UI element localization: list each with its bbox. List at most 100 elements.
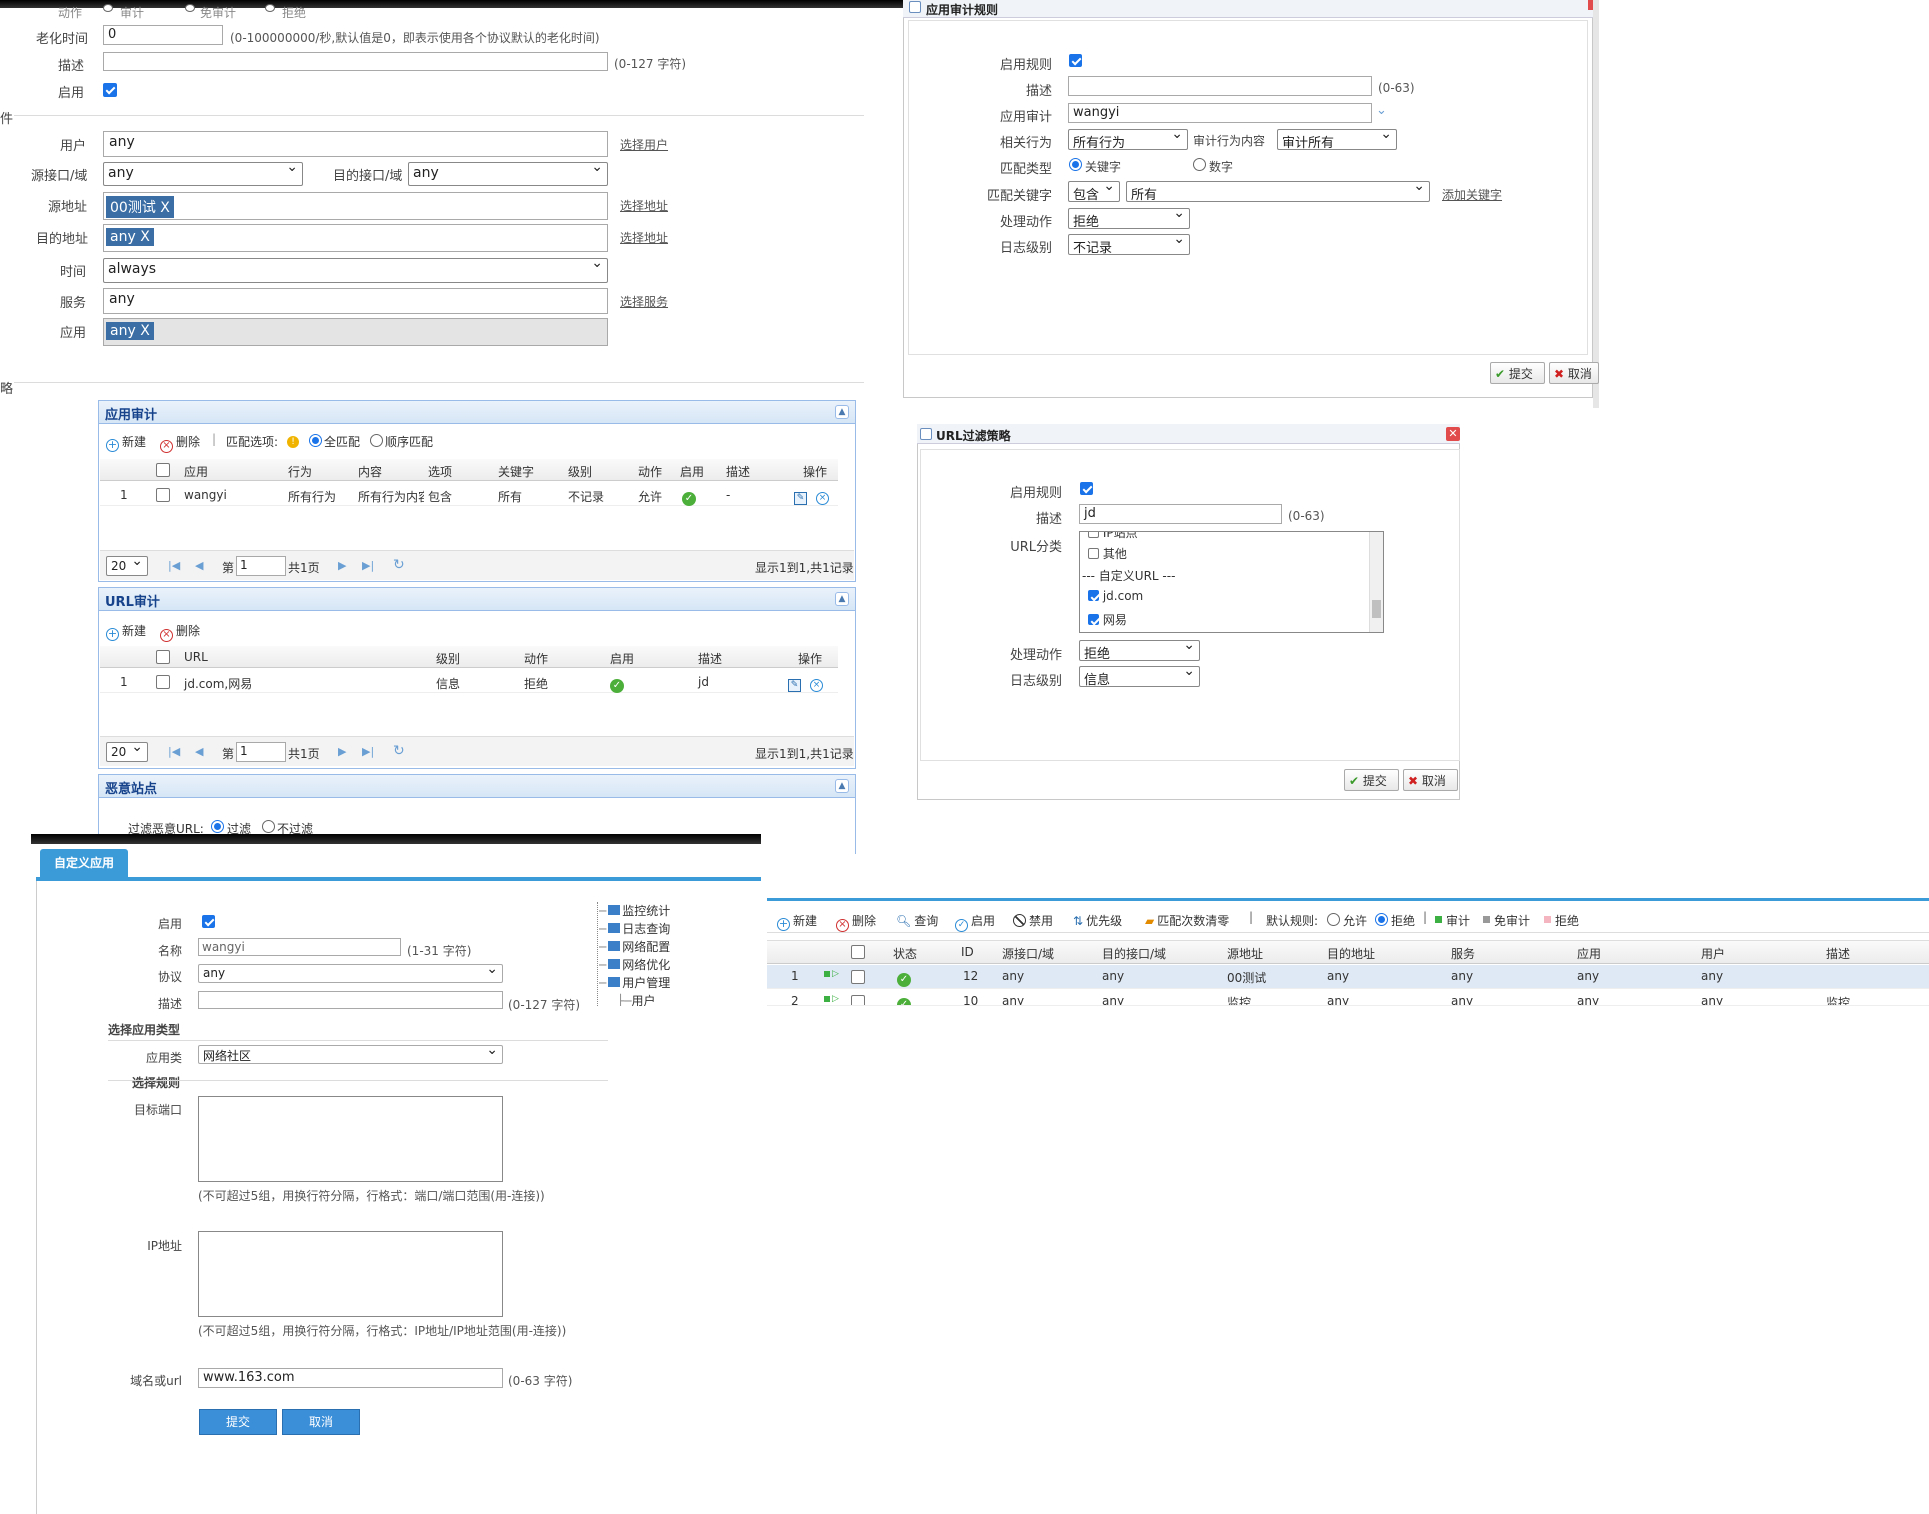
app-audit-new-button[interactable]: + 新建 xyxy=(106,433,146,452)
policy-new-button[interactable]: + 新建 xyxy=(777,912,817,931)
close-icon[interactable]: ✕ xyxy=(1446,427,1460,441)
policy-query-button[interactable]: 🔍︎ 查询 xyxy=(896,912,938,929)
desc-input[interactable] xyxy=(103,52,608,71)
policy-enable-button[interactable]: ✓ 启用 xyxy=(955,912,995,932)
next-page-icon[interactable]: ▶ xyxy=(338,745,347,758)
action-radio-deny[interactable] xyxy=(265,4,275,12)
app-audit-delete-button[interactable]: × 删除 xyxy=(160,433,200,453)
collapse-icon[interactable]: ▲ xyxy=(835,779,849,793)
policy-reset-button[interactable]: ▰ 匹配次数清零 xyxy=(1145,912,1229,929)
select-all-checkbox[interactable] xyxy=(851,945,865,959)
url-category-list[interactable]: IP站点 其他 --- 自定义URL --- jd.com 网易 xyxy=(1079,531,1384,633)
add-keyword-link[interactable]: 添加关键字 xyxy=(1442,188,1503,202)
aging-input[interactable]: 0 xyxy=(103,25,223,45)
src-addr-input[interactable]: 00测试 X xyxy=(103,192,608,220)
app-audit-input[interactable]: wangyi xyxy=(1068,103,1372,123)
domain-input[interactable]: www.163.com xyxy=(198,1368,503,1388)
dst-if-select[interactable]: any xyxy=(408,162,608,186)
table-row[interactable]: 1 wangyi 所有行为 所有行为内容 包含 所有 不记录 允许 ✓ - ✎ … xyxy=(100,484,838,506)
app-input[interactable]: any X xyxy=(103,318,608,346)
expand-icon[interactable]: ▷ xyxy=(832,969,839,979)
enable-rule-checkbox[interactable] xyxy=(1080,482,1093,495)
select-all-checkbox[interactable] xyxy=(156,650,170,664)
submit-button[interactable]: ✔ 提交 xyxy=(1344,769,1399,791)
last-page-icon[interactable]: ▶| xyxy=(362,559,375,572)
keyword-select[interactable]: 所有 xyxy=(1126,181,1430,202)
dst-addr-tag[interactable]: any X xyxy=(106,228,154,246)
tree-item-network[interactable]: ─ 网络配置 xyxy=(599,938,670,955)
log-level-select[interactable]: 不记录 xyxy=(1068,234,1190,255)
protocol-select[interactable]: any xyxy=(198,964,503,983)
collapse-icon[interactable]: ▲ xyxy=(835,592,849,606)
page-size-select[interactable]: 20 xyxy=(106,742,148,762)
row-checkbox[interactable] xyxy=(851,995,865,1005)
enable-rule-checkbox[interactable] xyxy=(1069,54,1082,67)
submit-button[interactable]: ✔ 提交 xyxy=(1490,362,1545,384)
url-audit-delete-button[interactable]: × 删除 xyxy=(160,622,200,642)
enable-checkbox[interactable] xyxy=(202,915,215,928)
match-full-radio[interactable] xyxy=(309,434,322,447)
cancel-button[interactable]: ✖ 取消 xyxy=(1403,769,1458,791)
policy-priority-button[interactable]: ⇅ 优先级 xyxy=(1073,912,1122,929)
select-src-addr-link[interactable]: 选择地址 xyxy=(620,199,669,213)
tree-item-monitor[interactable]: ─ 监控统计 xyxy=(599,902,670,919)
app-category-select[interactable]: 网络社区 xyxy=(198,1045,503,1064)
policy-disable-button[interactable]: 禁用 xyxy=(1013,912,1053,929)
refresh-icon[interactable]: ↻ xyxy=(393,743,405,759)
list-item[interactable]: IP站点 xyxy=(1088,532,1138,541)
list-item-checkbox[interactable] xyxy=(1088,548,1099,559)
next-page-icon[interactable]: ▶ xyxy=(338,559,347,572)
row-checkbox[interactable] xyxy=(156,675,170,689)
list-item[interactable]: 网易 xyxy=(1088,611,1127,628)
log-level-select[interactable]: 信息 xyxy=(1079,666,1200,687)
url-audit-new-button[interactable]: + 新建 xyxy=(106,622,146,641)
last-page-icon[interactable]: ▶| xyxy=(362,745,375,758)
service-input[interactable]: any xyxy=(103,288,608,314)
prev-page-icon[interactable]: ◀ xyxy=(195,559,204,572)
row-checkbox[interactable] xyxy=(851,970,865,984)
target-port-textarea[interactable] xyxy=(198,1096,503,1182)
prev-page-icon[interactable]: ◀ xyxy=(195,745,204,758)
select-service-link[interactable]: 选择服务 xyxy=(620,295,669,309)
select-user-link[interactable]: 选择用户 xyxy=(620,138,669,152)
time-select[interactable]: always xyxy=(103,258,608,283)
filter-on-radio[interactable] xyxy=(211,820,224,833)
page-number-input[interactable]: 1 xyxy=(236,742,286,762)
default-allow-radio[interactable] xyxy=(1327,913,1340,926)
dst-addr-input[interactable]: any X xyxy=(103,224,608,252)
table-row[interactable]: 1 ▷ ✓ 12 any any 00测试 any any any any xyxy=(767,965,1929,989)
match-number-radio[interactable] xyxy=(1193,158,1206,171)
list-item[interactable]: jd.com xyxy=(1088,589,1143,603)
filter-off-radio[interactable] xyxy=(262,820,275,833)
cancel-button[interactable]: ✖ 取消 xyxy=(1549,362,1599,384)
tab-custom-app[interactable]: 自定义应用 xyxy=(40,849,128,877)
policy-delete-button[interactable]: × 删除 xyxy=(836,912,876,932)
row-checkbox[interactable] xyxy=(156,488,170,502)
help-icon[interactable]: ! xyxy=(287,436,299,448)
scrollbar-thumb[interactable] xyxy=(1372,600,1381,618)
select-dst-addr-link[interactable]: 选择地址 xyxy=(620,231,669,245)
action-radio-noaudit[interactable] xyxy=(185,4,195,12)
chevron-down-icon[interactable]: ⌄ xyxy=(1376,103,1387,118)
src-addr-tag[interactable]: 00测试 X xyxy=(106,196,174,218)
first-page-icon[interactable]: |◀ xyxy=(168,745,181,758)
name-input[interactable]: wangyi xyxy=(198,938,401,956)
close-icon[interactable] xyxy=(1588,0,1593,10)
collapse-icon[interactable]: ▲ xyxy=(835,405,849,419)
tree-item-optimize[interactable]: ─ 网络优化 xyxy=(599,956,670,973)
match-keyword-radio[interactable] xyxy=(1069,158,1082,171)
tree-item-log[interactable]: ─ 日志查询 xyxy=(599,920,670,937)
default-deny-radio[interactable] xyxy=(1375,913,1388,926)
src-if-select[interactable]: any xyxy=(103,162,303,186)
table-row[interactable]: 2 ▷ ✓ 10 any any 监控 any any any any 监控 xyxy=(767,990,1929,1006)
user-input[interactable]: any xyxy=(103,131,608,157)
page-size-select[interactable]: 20 xyxy=(106,556,148,576)
list-item-checkbox[interactable] xyxy=(1088,590,1099,601)
list-item-checkbox[interactable] xyxy=(1088,532,1099,538)
action-radio-audit[interactable] xyxy=(103,4,113,12)
page-number-input[interactable]: 1 xyxy=(236,556,286,576)
action-select[interactable]: 拒绝 xyxy=(1079,640,1200,661)
table-row[interactable]: 1 jd.com,网易 信息 拒绝 ✓ jd ✎ × xyxy=(100,671,838,693)
expand-icon[interactable]: ▷ xyxy=(832,994,839,1004)
list-item-checkbox[interactable] xyxy=(1088,614,1099,625)
